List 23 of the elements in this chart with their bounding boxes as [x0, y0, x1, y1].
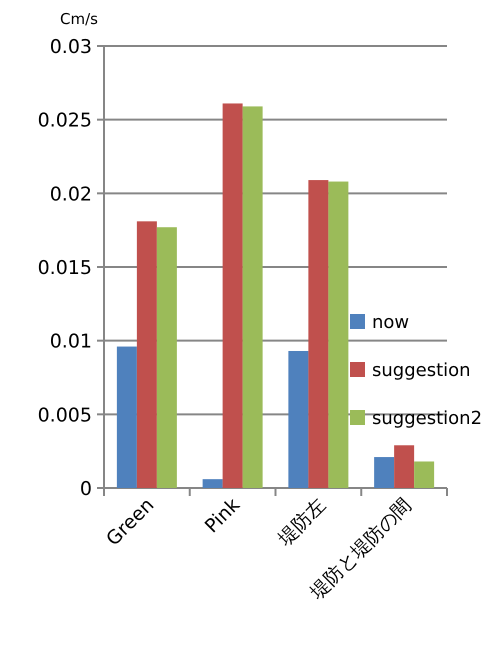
bar	[222, 103, 243, 488]
y-tick-label: 0.03	[50, 36, 92, 58]
legend-label: now	[372, 312, 410, 333]
y-tick-label: 0.015	[38, 257, 92, 279]
bar	[202, 479, 223, 488]
y-tick-label: 0.02	[50, 183, 92, 206]
bar	[136, 221, 157, 488]
bar	[242, 106, 263, 488]
y-tick-label: 0.005	[38, 404, 92, 426]
y-tick-label: 0.025	[38, 110, 92, 132]
bar	[308, 180, 328, 488]
bar	[288, 350, 308, 488]
bar	[156, 227, 177, 488]
legend-label: suggestion	[372, 360, 471, 381]
bar	[374, 457, 394, 488]
bar	[414, 461, 434, 488]
y-axis-title: Cm/s	[60, 10, 98, 28]
y-tick-label: 0.01	[50, 330, 92, 353]
bar	[116, 346, 137, 488]
x-tick-label: 堤防左	[273, 494, 330, 551]
bar	[394, 445, 414, 488]
legend-label: suggestion2	[372, 408, 482, 429]
y-tick-label: 0	[80, 478, 92, 500]
